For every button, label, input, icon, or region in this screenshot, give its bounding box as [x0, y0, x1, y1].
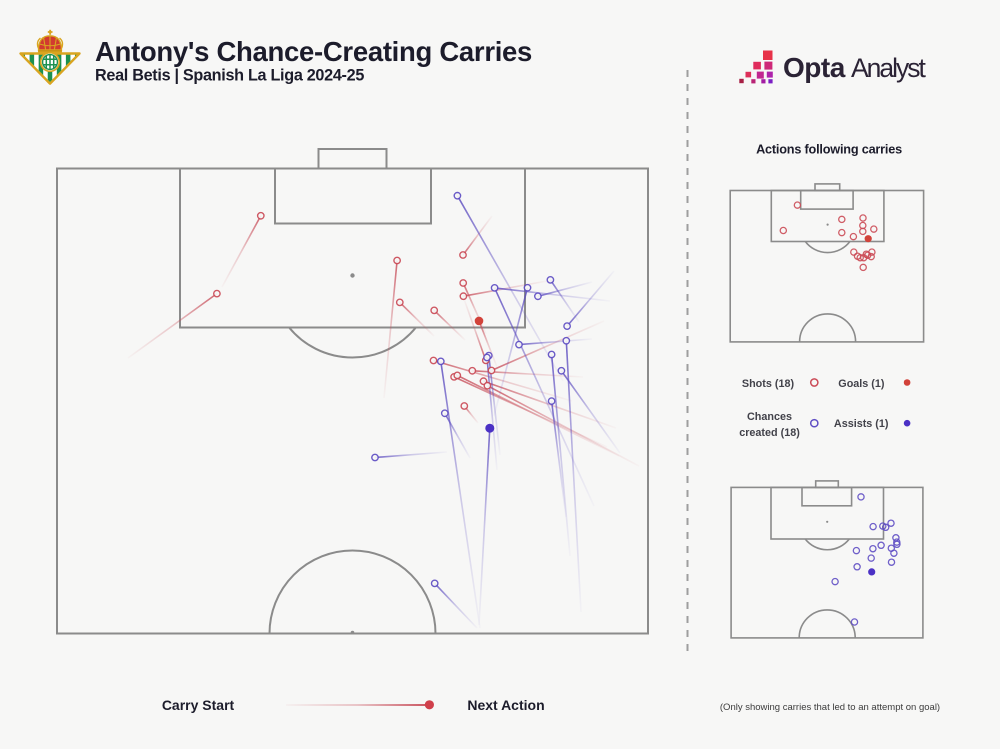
svg-text:Real Betis | Spanish La Liga 2: Real Betis | Spanish La Liga 2024-25 [95, 67, 364, 85]
svg-text:Assists (1): Assists (1) [834, 418, 889, 430]
svg-text:Goals (1): Goals (1) [838, 378, 885, 390]
svg-text:Opta: Opta [783, 52, 846, 83]
svg-text:Chances: Chances [747, 411, 792, 423]
svg-text:Analyst: Analyst [851, 53, 927, 83]
svg-text:Antony's Chance-Creating Carri: Antony's Chance-Creating Carries [95, 36, 532, 67]
svg-text:Shots (18): Shots (18) [742, 378, 795, 390]
svg-text:Actions following carries: Actions following carries [756, 143, 902, 157]
svg-text:Carry Start: Carry Start [162, 697, 235, 713]
svg-text:(Only showing carries that led: (Only showing carries that led to an att… [720, 702, 940, 713]
svg-text:created (18): created (18) [739, 427, 800, 439]
svg-text:Next Action: Next Action [467, 697, 544, 713]
